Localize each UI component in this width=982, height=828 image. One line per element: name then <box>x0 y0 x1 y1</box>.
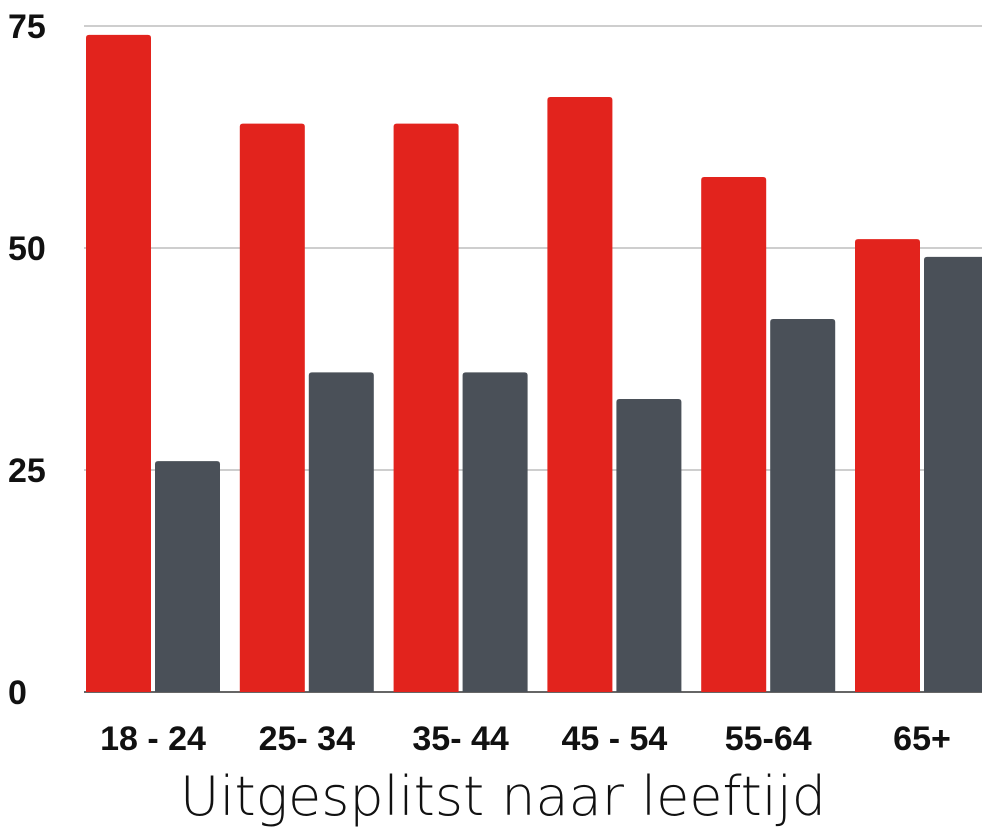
bar-series-1-4 <box>547 97 613 693</box>
bar-series-2-3 <box>462 372 528 692</box>
x-axis-title: Uitgesplitst naar leeftijd <box>180 765 826 828</box>
x-tick-label: 45 - 54 <box>561 720 667 758</box>
x-axis-ticks: 18 - 24 25- 34 35- 44 45 - 54 55-64 65+ <box>100 720 951 758</box>
x-tick-label: 25- 34 <box>259 720 355 758</box>
bar-series-2-2 <box>308 372 374 692</box>
x-tick-label: 35- 44 <box>412 720 508 758</box>
bar-series-1-3 <box>393 123 459 693</box>
bar-series-2-4 <box>616 398 682 692</box>
y-tick-label: 0 <box>8 674 27 712</box>
bar-series-1-2 <box>239 123 305 693</box>
y-axis-ticks: 0 25 50 75 <box>8 8 46 712</box>
y-tick-label: 50 <box>8 230 46 268</box>
x-tick-label: 65+ <box>893 720 951 758</box>
bars <box>86 34 982 693</box>
x-tick-label: 18 - 24 <box>100 720 206 758</box>
bar-series-2-6 <box>924 256 982 692</box>
bar-series-2-1 <box>155 461 220 692</box>
bar-series-1-1 <box>86 34 151 692</box>
y-tick-label: 25 <box>8 452 46 490</box>
y-tick-label: 75 <box>8 8 46 46</box>
bar-series-2-5 <box>770 319 836 692</box>
x-tick-label: 55-64 <box>725 720 812 758</box>
bar-series-1-5 <box>701 176 767 692</box>
bar-series-1-6 <box>855 239 920 692</box>
